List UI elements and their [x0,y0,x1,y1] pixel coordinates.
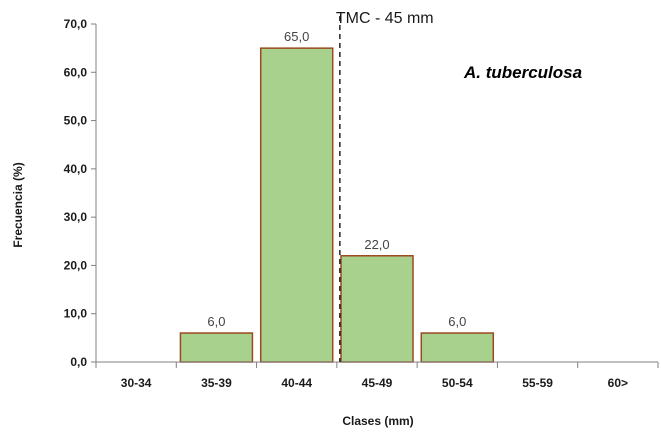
data-labels: 6,0 65,0 22,0 6,0 [207,29,466,329]
y-tick-label: 10,0 [64,307,88,321]
x-tick-label: 55-59 [522,376,553,390]
y-tick-label: 30,0 [64,210,88,224]
bar-35-39 [179,332,254,363]
bars [179,47,495,363]
x-tick-label: 30-34 [121,376,152,390]
x-tick-label: 60> [608,376,628,390]
tmc-marker-label: TMC - 45 mm [336,10,434,27]
y-axis-ticks: 0,0 10,0 20,0 30,0 40,0 50,0 60,0 70,0 [64,17,96,369]
species-annotation: A. tuberculosa [463,63,582,82]
y-tick-label: 40,0 [64,162,88,176]
y-tick-label: 70,0 [64,17,88,31]
x-tick-label: 40-44 [281,376,312,390]
data-label: 22,0 [364,237,389,252]
data-label: 65,0 [284,29,309,44]
y-axis-label: Frecuencia (%) [11,162,25,247]
bar-40-44 [259,47,334,363]
x-axis-label: Clases (mm) [342,414,413,428]
x-tick-label: 35-39 [201,376,232,390]
bar-45-49 [340,255,414,363]
data-label: 6,0 [207,314,225,329]
bar-50-54 [420,332,495,363]
y-tick-label: 60,0 [64,65,88,79]
x-tick-label: 50-54 [442,376,473,390]
x-axis-ticks: 30-34 35-39 40-44 45-49 50-54 55-59 60> [95,362,659,390]
x-tick-label: 45-49 [362,376,393,390]
y-tick-label: 50,0 [64,114,88,128]
axes [95,24,658,363]
y-tick-label: 0,0 [70,355,87,369]
y-tick-label: 20,0 [64,258,88,272]
data-label: 6,0 [448,314,466,329]
